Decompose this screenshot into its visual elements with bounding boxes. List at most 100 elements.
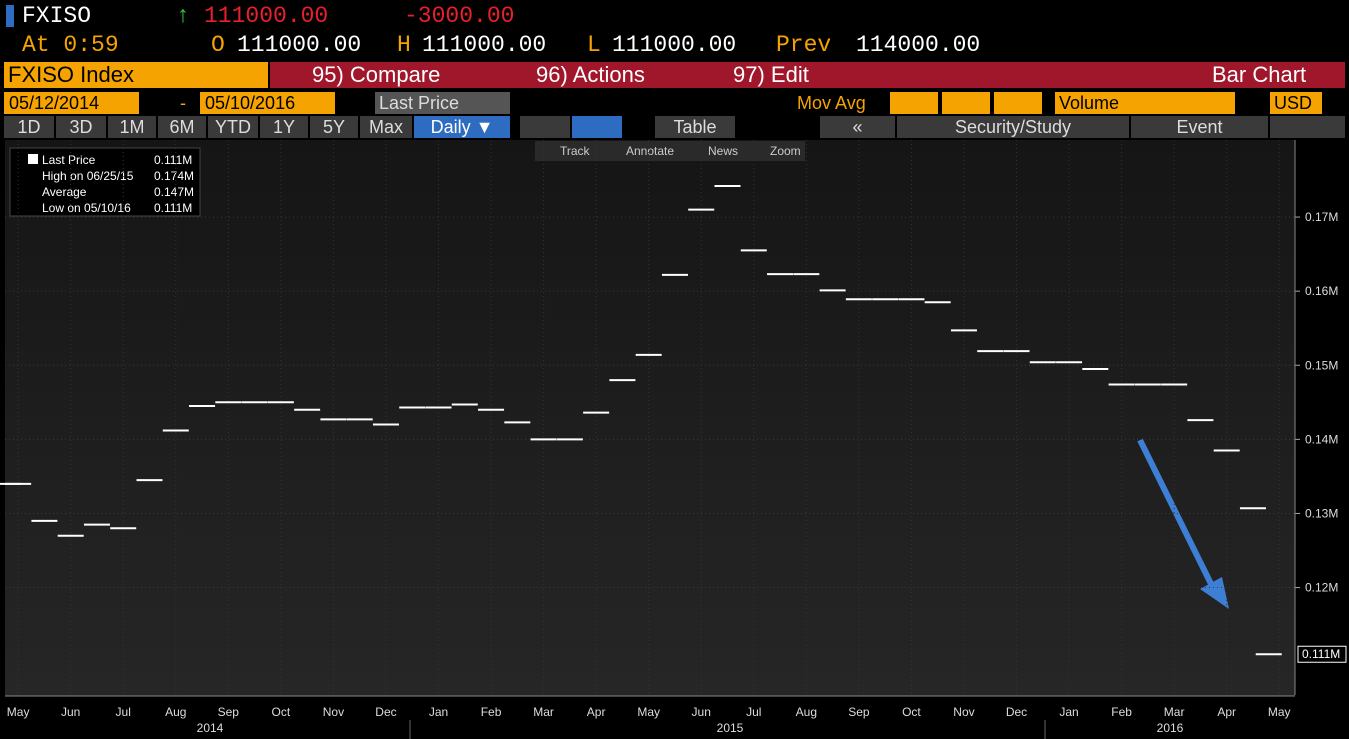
chart-toolbar (535, 141, 805, 161)
event-button[interactable]: Event (1131, 116, 1268, 138)
currency[interactable]: USD (1274, 93, 1313, 113)
x-tick-label: Mar (1164, 705, 1185, 719)
x-tick-label: May (7, 705, 30, 719)
year-label: 2014 (197, 721, 224, 735)
mov-avg-box[interactable] (942, 92, 990, 114)
x-tick-label: Oct (272, 705, 291, 719)
chart-tool: News (708, 144, 738, 158)
bar-tool[interactable] (572, 116, 622, 138)
time: At 0:59 (22, 32, 119, 58)
legend-box (9, 147, 201, 217)
x-tick-label: Jul (116, 705, 131, 719)
high: 111000.00 (422, 32, 547, 58)
legend-label: Low on 05/10/16 (42, 201, 131, 215)
annotation-arrowhead (1200, 577, 1229, 609)
period-button[interactable]: 1Y (260, 116, 308, 138)
view-name[interactable]: Bar Chart (1212, 62, 1307, 87)
period-button[interactable]: 5Y (310, 116, 358, 138)
low-label: L (587, 32, 601, 58)
chart: Track Annotate News Zoom Last Price 0.111M Hig… (0, 140, 1347, 739)
x-tick-label: Jun (692, 705, 711, 719)
volume-box[interactable] (1055, 92, 1235, 114)
year-label: 2016 (1157, 721, 1184, 735)
ticker: FXISO (22, 3, 92, 29)
period-button[interactable]: Max (360, 116, 412, 138)
x-tick-label: Dec (375, 705, 396, 719)
study-button[interactable]: Security/Study (897, 116, 1129, 138)
legend-value: 0.174M (154, 169, 194, 183)
legend-label: High on 06/25/15 (42, 169, 134, 183)
x-tick-label: Feb (1111, 705, 1132, 719)
high-label: H (397, 32, 411, 58)
currency-box[interactable] (1270, 92, 1322, 114)
x-tick-label: Aug (165, 705, 186, 719)
start-date[interactable]: 05/12/2014 (9, 93, 100, 113)
start-box[interactable] (4, 92, 139, 114)
open-label: O (211, 32, 225, 58)
x-tick-label: Oct (902, 705, 921, 719)
price-change: -3000.00 (404, 3, 515, 29)
last-price: 111000.00 (204, 3, 329, 29)
mov-avg-box[interactable] (890, 92, 938, 114)
menu-item[interactable]: 97) Edit (733, 62, 809, 87)
legend-value: 0.111M (154, 201, 192, 215)
end-date[interactable]: 05/10/2016 (205, 93, 296, 113)
x-tick-label: Jan (1059, 705, 1078, 719)
back-button[interactable]: « (820, 116, 895, 138)
legend-label: Last Price (42, 153, 96, 167)
x-tick-label: Dec (1006, 705, 1027, 719)
x-tick-label: Aug (796, 705, 817, 719)
legend-value: 0.111M (154, 153, 192, 167)
volume[interactable]: Volume (1059, 93, 1120, 113)
y-tick-label: 0.12M (1305, 581, 1338, 595)
year-label: 2015 (717, 721, 744, 735)
menu-item[interactable]: 96) Actions (536, 62, 645, 87)
plot-area (5, 140, 1295, 696)
open: 111000.00 (237, 32, 362, 58)
direction-arrow: ↑ (176, 3, 190, 29)
legend-swatch (28, 154, 38, 164)
y-tick-label: 0.16M (1305, 284, 1338, 298)
period-button[interactable]: 1D (4, 116, 54, 138)
table-button[interactable]: Table (655, 116, 735, 138)
x-tick-label: Feb (481, 705, 502, 719)
chart-tool: Track (560, 144, 591, 158)
x-tick-label: Mar (533, 705, 554, 719)
security[interactable]: FXISO Index (8, 62, 134, 87)
last-value-label: 0.111M (1302, 647, 1340, 661)
x-tick-label: May (1268, 705, 1291, 719)
x-tick-label: Sep (218, 705, 240, 719)
date-dash: - (180, 93, 186, 113)
period-button[interactable]: 1M (108, 116, 156, 138)
x-tick-label: Nov (953, 705, 974, 719)
y-tick-label: 0.15M (1305, 358, 1338, 372)
last-value-tag (1297, 645, 1347, 663)
legend-value: 0.147M (154, 185, 194, 199)
settings-button[interactable] (1270, 116, 1345, 138)
menu-bar (270, 62, 1345, 88)
field-box[interactable] (375, 92, 510, 114)
low: 111000.00 (612, 32, 737, 58)
security-box[interactable] (4, 62, 268, 88)
end-box[interactable] (200, 92, 335, 114)
x-tick-label: Nov (323, 705, 344, 719)
x-tick-label: Jun (61, 705, 80, 719)
frequency[interactable]: Daily ▼ (414, 116, 510, 138)
line-tool[interactable] (520, 116, 570, 138)
mov-avg: Mov Avg (797, 93, 866, 113)
period-button[interactable]: 3D (56, 116, 106, 138)
y-tick-label: 0.17M (1305, 210, 1338, 224)
field[interactable]: Last Price (379, 93, 460, 113)
prev-label: Prev (776, 32, 832, 58)
x-tick-label: May (637, 705, 660, 719)
period-button[interactable]: YTD (208, 116, 258, 138)
x-tick-label: Jan (429, 705, 448, 719)
mov-avg-box[interactable] (994, 92, 1042, 114)
ticker-marker (6, 5, 14, 27)
annotation-arrow (1137, 438, 1218, 594)
prev: 114000.00 (856, 32, 981, 58)
legend-label: Average (42, 185, 87, 199)
period-button[interactable]: 6M (158, 116, 206, 138)
menu-item[interactable]: 95) Compare (312, 62, 441, 87)
